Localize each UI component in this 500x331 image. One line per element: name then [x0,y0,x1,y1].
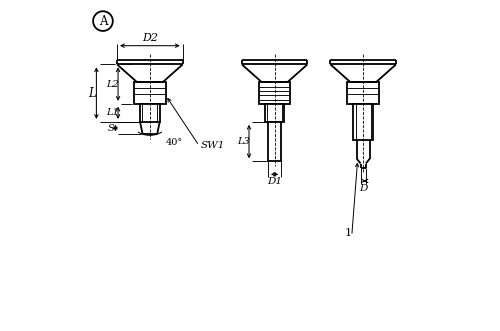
Text: D2: D2 [142,33,158,43]
Text: A: A [98,15,107,27]
Text: D1: D1 [267,177,282,186]
Bar [265,104,284,122]
Bar [134,82,166,104]
Text: L3: L3 [238,137,250,146]
Bar [259,82,290,104]
Bar [140,104,160,122]
Text: D: D [359,184,368,193]
Bar [268,122,281,161]
Text: 1: 1 [344,228,352,238]
Text: L2: L2 [106,79,119,89]
Text: L1: L1 [106,108,119,117]
Bar [348,82,379,104]
Text: S: S [108,123,114,133]
Text: SW1: SW1 [201,141,225,150]
Text: 40°: 40° [166,138,183,147]
Bar [354,104,373,140]
Text: L: L [88,87,96,100]
